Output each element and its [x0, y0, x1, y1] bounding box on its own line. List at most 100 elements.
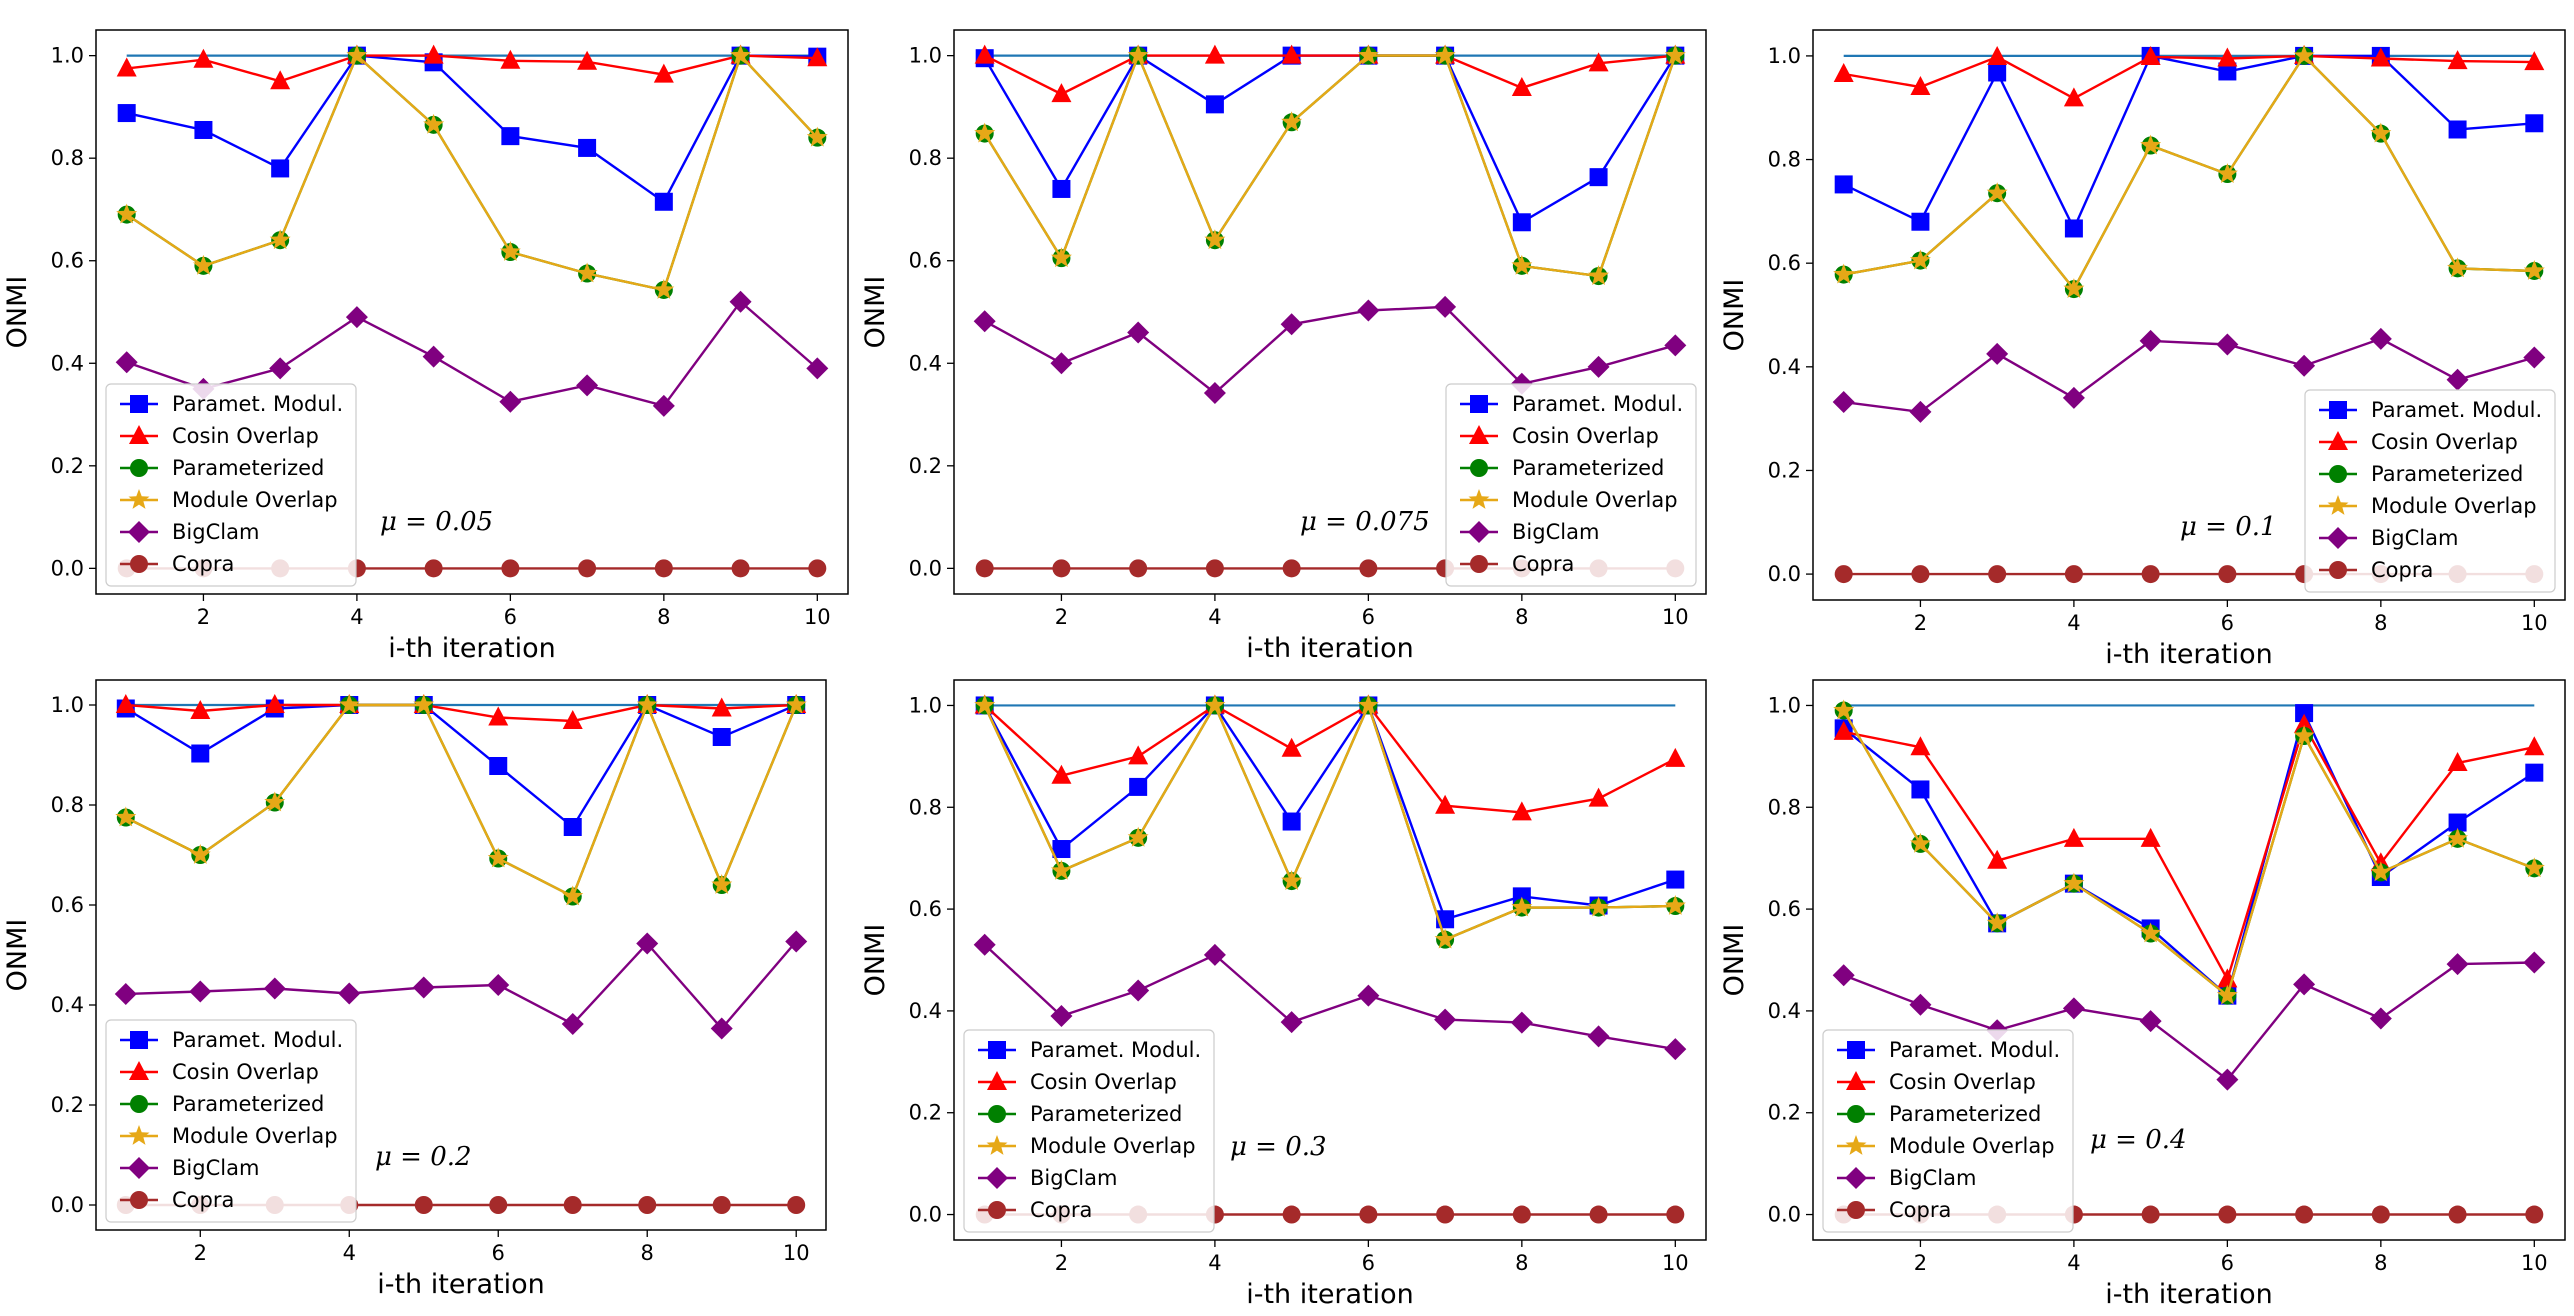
data-point — [2216, 984, 2238, 1005]
mu-annotation: μ = 0.05 — [380, 507, 493, 537]
series-line — [126, 54, 818, 83]
data-point — [808, 559, 827, 578]
y-tick-label: 0.6 — [1768, 897, 1801, 921]
data-point — [2525, 114, 2544, 133]
data-point — [499, 241, 521, 261]
legend-label: Paramet. Modul. — [2371, 398, 2542, 422]
mu-annotation: μ = 0.4 — [2090, 1125, 2187, 1155]
series-line — [983, 703, 1676, 814]
data-point — [1205, 95, 1224, 114]
data-point — [711, 697, 732, 717]
series-line — [126, 53, 819, 292]
data-point — [1052, 179, 1071, 198]
legend-label: Copra — [1512, 552, 1574, 576]
data-point — [2063, 87, 2084, 107]
data-point — [576, 374, 599, 397]
legend-label: Cosin Overlap — [2371, 430, 2518, 454]
legend-marker — [130, 459, 148, 477]
x-tick-label: 4 — [1208, 605, 1221, 629]
data-point — [1909, 993, 1932, 1016]
series-line — [125, 703, 797, 723]
data-point — [1834, 565, 1853, 584]
x-tick-label: 8 — [1515, 1251, 1528, 1275]
legend-label: BigClam — [172, 1156, 259, 1180]
data-point — [2523, 951, 2546, 974]
y-axis-label: ONMI — [860, 924, 891, 997]
y-tick-label: 0.0 — [909, 556, 942, 580]
data-point — [1510, 1011, 1533, 1034]
x-tick-label: 8 — [2374, 1251, 2387, 1275]
legend-marker — [1470, 555, 1488, 573]
data-point — [2369, 1007, 2392, 1030]
data-point — [974, 122, 996, 143]
series-bigclam — [1832, 951, 2546, 1091]
data-point — [194, 120, 213, 139]
data-point — [1282, 1205, 1301, 1224]
data-point — [2447, 751, 2468, 771]
legend-marker — [1846, 1071, 1866, 1090]
legend: Paramet. Modul. Cosin Overlap Parameterize… — [105, 383, 357, 587]
series-line — [126, 299, 819, 408]
y-tick-label: 0.4 — [51, 351, 84, 375]
series-line — [126, 54, 818, 204]
y-tick-label: 0.8 — [1768, 795, 1801, 819]
data-point — [1280, 313, 1303, 336]
data-point — [423, 113, 445, 134]
chart-panel-2: 0.0 0.2 0.4 0.6 0.8 1.0 2 4 6 8 10 i-th iteration ON… — [860, 29, 1707, 664]
data-point — [730, 44, 751, 65]
data-point — [2370, 861, 2392, 882]
x-tick-label: 10 — [2521, 611, 2548, 635]
x-axis-label: i-th iteration — [388, 633, 556, 664]
data-point — [1434, 295, 1457, 318]
legend-marker — [2327, 495, 2349, 515]
data-point — [1909, 400, 1932, 423]
data-point — [1357, 299, 1380, 322]
data-point — [1281, 870, 1303, 890]
y-axis-label: ONMI — [860, 276, 891, 349]
x-tick-label: 2 — [1914, 611, 1927, 635]
legend-label: Module Overlap — [2371, 494, 2537, 518]
data-point — [2524, 736, 2545, 756]
data-point — [2140, 827, 2161, 847]
data-point — [1282, 812, 1301, 831]
x-tick-label: 8 — [641, 1241, 654, 1265]
data-point — [1359, 1205, 1378, 1224]
series-line — [983, 943, 1676, 1051]
data-point — [1357, 984, 1380, 1007]
x-axis-label: i-th iteration — [2105, 639, 2273, 670]
legend-marker — [129, 1061, 149, 1080]
data-point — [338, 694, 360, 714]
data-point — [345, 306, 368, 329]
legend-box — [105, 1019, 357, 1223]
data-point — [190, 700, 211, 719]
legend-label: BigClam — [1512, 520, 1599, 544]
data-point — [1434, 928, 1456, 949]
data-point — [1910, 249, 1931, 270]
mu-annotation: μ = 0.2 — [375, 1142, 472, 1172]
y-tick-label: 0.8 — [51, 146, 84, 170]
x-tick-label: 2 — [1914, 1251, 1927, 1275]
data-point — [638, 1196, 657, 1214]
y-tick-label: 0.4 — [909, 999, 942, 1023]
data-point — [499, 390, 522, 413]
x-tick-label: 8 — [1515, 605, 1528, 629]
data-point — [116, 203, 138, 224]
chart-panel-1: 0.0 0.2 0.4 0.6 0.8 1.0 2 4 6 8 10 i-th iteration ON… — [2, 29, 849, 664]
data-point — [654, 192, 673, 211]
data-point — [1910, 736, 1931, 756]
legend-marker — [988, 1105, 1006, 1123]
series-line — [1843, 721, 2535, 983]
x-tick-label: 2 — [1055, 605, 1068, 629]
data-point — [270, 70, 291, 90]
data-point — [1357, 694, 1379, 715]
legend-marker — [130, 1191, 148, 1209]
data-point — [1511, 801, 1532, 821]
legend-label: Module Overlap — [1512, 488, 1678, 512]
data-point — [1986, 912, 2008, 933]
data-point — [1665, 747, 1686, 767]
x-tick-label: 6 — [2221, 611, 2234, 635]
data-point — [1664, 44, 1686, 65]
series-line — [983, 52, 1677, 278]
data-point — [563, 1196, 582, 1214]
series-module-overlap — [116, 44, 828, 299]
